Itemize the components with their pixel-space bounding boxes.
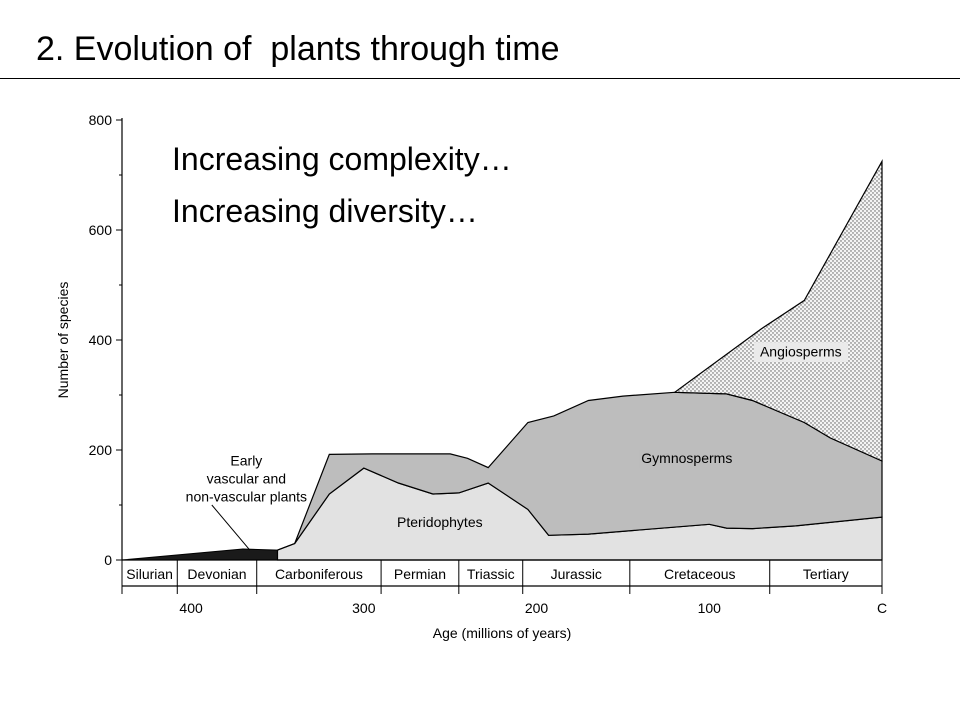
area-angiosperms <box>672 158 883 462</box>
y-tick-label-400: 400 <box>89 332 113 348</box>
slide-title: 2. Evolution of plants through time <box>36 30 560 68</box>
series-label-pteridophytes-0: Pteridophytes <box>397 514 483 530</box>
series-label-early-vascular-and-non-vascular-plants-0: Early <box>230 452 262 468</box>
x-tick-label-200: 200 <box>525 600 549 616</box>
series-label-early-vascular-and-non-vascular-plants-2: non-vascular plants <box>186 488 307 504</box>
axes-layer: 0 200 400 600 800 Number of species Silurian De… <box>55 112 887 641</box>
overlay-diversity-text: Increasing diversity… <box>172 193 478 229</box>
x-tick-label-100: 100 <box>698 600 722 616</box>
y-tick-label-200: 200 <box>89 442 113 458</box>
period-label-tertiary: Tertiary <box>803 566 849 582</box>
period-label-cretaceous: Cretaceous <box>664 566 736 582</box>
label-layer: Early vascular and non-vascular plants Pter… <box>186 342 848 551</box>
x-tick-label-400: 400 <box>179 600 203 616</box>
period-label-devonian: Devonian <box>187 566 246 582</box>
series-label-early-vascular-and-non-vascular-plants-1: vascular and <box>207 470 286 486</box>
series-label-bg-gymnosperms <box>639 449 734 469</box>
period-label-silurian: Silurian <box>126 566 173 582</box>
area-early-plants <box>121 548 278 561</box>
y-axis-title: Number of species <box>55 282 71 399</box>
series-label-gymnosperms-0: Gymnosperms <box>641 450 732 466</box>
period-label-permian: Permian <box>394 566 446 582</box>
period-label-jurassic: Jurassic <box>551 566 602 582</box>
early-plants-leader-line <box>211 504 251 551</box>
x-tick-label-300: 300 <box>352 600 376 616</box>
series-label-bg-pteridophytes <box>385 513 495 532</box>
series-label-angiosperms-0: Angiosperms <box>760 344 842 360</box>
y-tick-label-800: 800 <box>89 112 113 128</box>
title-divider <box>0 78 960 79</box>
y-tick-label-0: 0 <box>104 552 112 568</box>
y-tick-label-600: 600 <box>89 222 113 238</box>
period-label-carboniferous: Carboniferous <box>275 566 363 582</box>
series-label-bg-angiosperms <box>753 342 848 362</box>
area-layer <box>121 158 883 561</box>
period-label-triassic: Triassic <box>467 566 515 582</box>
x-axis-title: Age (millions of years) <box>433 625 572 641</box>
x-tick-label-0: C <box>877 600 887 616</box>
overlay-complexity-text: Increasing complexity… <box>172 141 512 177</box>
